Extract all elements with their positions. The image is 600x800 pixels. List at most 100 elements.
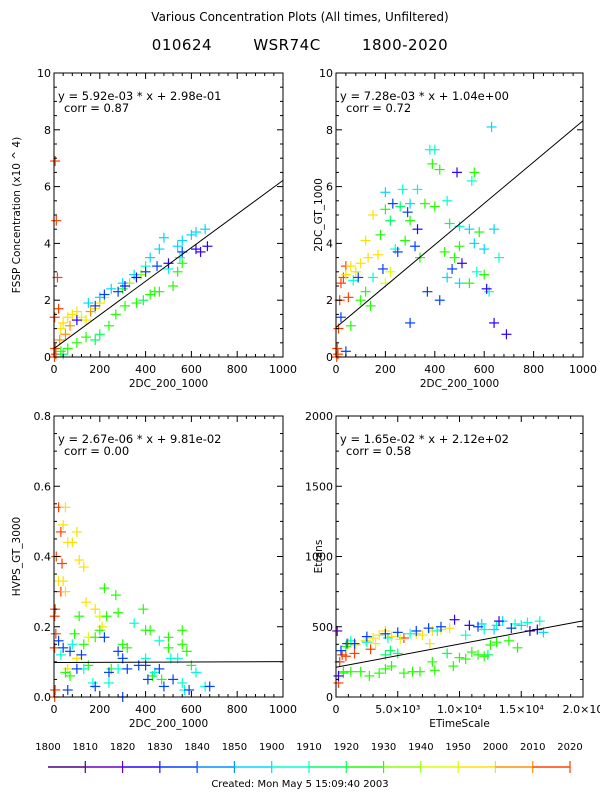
- y-tick-label: 0: [326, 691, 333, 704]
- data-point: [385, 215, 396, 226]
- data-point: [454, 241, 465, 252]
- data-point: [90, 334, 101, 345]
- data-point: [65, 646, 76, 657]
- data-point: [355, 666, 366, 677]
- data-point: [101, 611, 112, 622]
- x-tick-label: 2.0×10: [563, 703, 600, 716]
- data-point: [473, 649, 484, 660]
- y-tick-label: 6: [44, 181, 51, 194]
- data-point: [397, 184, 408, 195]
- data-point: [51, 215, 62, 226]
- data-point: [54, 334, 65, 345]
- chart-hvps-vs-2dc: 0 200 400 600 800 1000 0.0 0.2 0.4 0.6 0.8 2DC_200_…: [11, 410, 297, 730]
- y-axis-label: 2DC_GT_1000: [313, 178, 325, 252]
- data-point: [466, 175, 477, 186]
- data-point: [442, 272, 453, 283]
- data-point: [119, 300, 130, 311]
- data-point: [405, 628, 416, 639]
- data-point: [349, 638, 360, 649]
- data-point: [154, 635, 165, 646]
- data-point: [190, 227, 201, 238]
- chart-etrans-vs-etimescale: 0 5.0×10³ 1.0×10⁴ 1.5×10⁴ 2.0×10 0 500 1000 1500…: [305, 410, 600, 730]
- data-point: [177, 639, 188, 650]
- data-point: [340, 269, 351, 280]
- data-point: [71, 526, 82, 537]
- data-point: [55, 649, 66, 660]
- y-tick-label: 0.2: [34, 621, 52, 634]
- x-tick-label: 600: [181, 703, 202, 716]
- data-point: [158, 681, 169, 692]
- x-axis-label: 2DC_200_1000: [129, 378, 208, 390]
- data-point: [110, 309, 121, 320]
- y-tick-label: 0.0: [34, 691, 52, 704]
- data-point: [449, 252, 460, 263]
- data-point: [113, 286, 124, 297]
- x-tick-label: 600: [474, 363, 495, 376]
- y-tick-label: 1000: [305, 551, 333, 564]
- data-point: [427, 158, 438, 169]
- data-point: [53, 303, 64, 314]
- data-point: [49, 312, 60, 323]
- x-tick-label: 600: [181, 363, 202, 376]
- data-point: [491, 637, 502, 648]
- data-point: [90, 300, 101, 311]
- fit-equation: y = 2.67e-06 * x + 9.81e-02: [58, 432, 222, 446]
- data-point: [117, 653, 128, 664]
- data-point: [74, 611, 85, 622]
- data-point: [58, 642, 69, 653]
- data-point: [471, 266, 482, 277]
- data-points: [49, 502, 215, 702]
- data-point: [349, 648, 360, 659]
- data-point: [382, 632, 393, 643]
- colorbar-label: 2000: [483, 742, 508, 753]
- fit-equation: y = 5.92e-03 * x + 2.98e-01: [58, 89, 222, 103]
- data-point: [494, 252, 505, 263]
- data-point: [65, 320, 76, 331]
- data-point: [424, 638, 435, 649]
- data-point: [386, 661, 397, 672]
- colorbar-label: 1830: [147, 742, 172, 753]
- data-point: [516, 620, 527, 631]
- data-point: [53, 635, 64, 646]
- data-point: [392, 627, 403, 638]
- data-point: [402, 207, 413, 218]
- data-point: [444, 623, 455, 634]
- y-tick-label: 2: [326, 294, 333, 307]
- data-point: [377, 263, 388, 274]
- data-point: [332, 349, 343, 360]
- data-point: [429, 201, 440, 212]
- data-point: [365, 644, 376, 655]
- data-point: [422, 286, 433, 297]
- data-point: [94, 329, 105, 340]
- figure-subtitle: 010624 WSR74C 1800-2020: [0, 36, 600, 54]
- colorbar-label: 1930: [371, 742, 396, 753]
- data-point: [335, 312, 346, 323]
- data-point: [69, 628, 80, 639]
- data-point: [76, 649, 87, 660]
- data-point: [74, 555, 85, 566]
- data-point: [427, 656, 438, 667]
- data-point: [390, 244, 401, 255]
- data-point: [380, 204, 391, 215]
- data-points: [49, 156, 213, 362]
- colorbar-label: 1800: [35, 742, 60, 753]
- y-tick-label: 8: [44, 124, 51, 137]
- data-point: [156, 674, 167, 685]
- y-axis-label: Etrans: [313, 540, 325, 574]
- data-point: [410, 241, 421, 252]
- x-tick-label: 1000: [569, 363, 597, 376]
- data-point: [131, 298, 142, 309]
- data-point: [454, 221, 465, 232]
- data-point: [71, 315, 82, 326]
- data-point: [485, 640, 496, 651]
- data-point: [78, 639, 89, 650]
- data-point: [85, 306, 96, 317]
- data-point: [67, 537, 78, 548]
- colorbar-label: 1900: [259, 742, 284, 753]
- data-point: [489, 317, 500, 328]
- data-point: [195, 246, 206, 257]
- data-point: [119, 281, 130, 291]
- plot-frame: [53, 415, 284, 698]
- data-point: [106, 283, 117, 294]
